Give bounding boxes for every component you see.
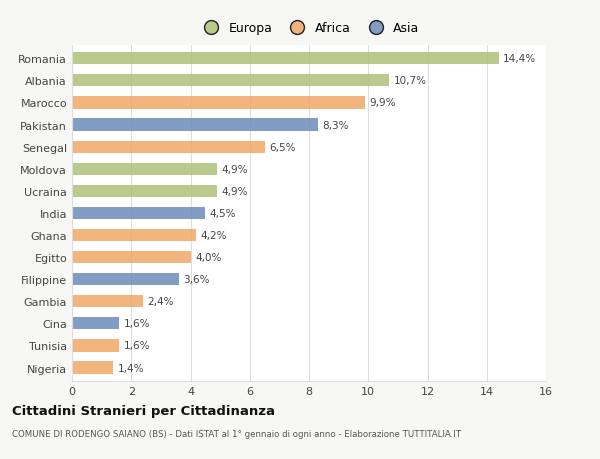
- Text: Cittadini Stranieri per Cittadinanza: Cittadini Stranieri per Cittadinanza: [12, 404, 275, 417]
- Bar: [72, 252, 191, 263]
- Bar: [72, 119, 318, 131]
- Bar: [72, 340, 119, 352]
- Bar: [72, 296, 143, 308]
- Bar: [72, 141, 265, 153]
- Text: 8,3%: 8,3%: [322, 120, 349, 130]
- Bar: [72, 318, 119, 330]
- Bar: [72, 185, 217, 197]
- Text: 1,4%: 1,4%: [118, 363, 145, 373]
- Bar: [72, 97, 365, 109]
- Bar: [72, 207, 205, 219]
- Text: 1,6%: 1,6%: [124, 341, 151, 351]
- Text: 4,0%: 4,0%: [195, 252, 221, 263]
- Bar: [72, 163, 217, 175]
- Text: 14,4%: 14,4%: [503, 54, 536, 64]
- Text: 4,5%: 4,5%: [210, 208, 236, 218]
- Text: 4,9%: 4,9%: [221, 164, 248, 174]
- Bar: [72, 230, 196, 241]
- Text: 1,6%: 1,6%: [124, 319, 151, 329]
- Bar: [72, 53, 499, 65]
- Text: 3,6%: 3,6%: [183, 274, 209, 285]
- Text: 4,9%: 4,9%: [221, 186, 248, 196]
- Text: COMUNE DI RODENGO SAIANO (BS) - Dati ISTAT al 1° gennaio di ogni anno - Elaboraz: COMUNE DI RODENGO SAIANO (BS) - Dati IST…: [12, 429, 461, 438]
- Bar: [72, 362, 113, 374]
- Bar: [72, 75, 389, 87]
- Legend: Europa, Africa, Asia: Europa, Africa, Asia: [195, 19, 423, 39]
- Text: 2,4%: 2,4%: [148, 297, 174, 307]
- Bar: [72, 274, 179, 285]
- Text: 10,7%: 10,7%: [394, 76, 427, 86]
- Text: 4,2%: 4,2%: [201, 230, 227, 241]
- Text: 9,9%: 9,9%: [370, 98, 396, 108]
- Text: 6,5%: 6,5%: [269, 142, 296, 152]
